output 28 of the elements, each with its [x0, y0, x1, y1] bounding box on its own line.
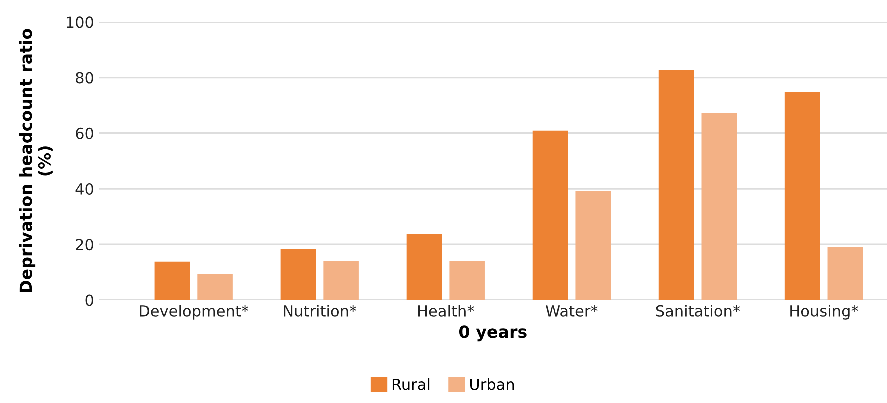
bar — [658, 70, 694, 300]
bar — [154, 262, 190, 300]
bar — [784, 92, 820, 300]
y-tick-label: 80 — [76, 72, 94, 84]
bar — [576, 192, 612, 300]
bar — [198, 274, 233, 300]
bar — [280, 249, 316, 300]
bar — [828, 247, 864, 300]
bar — [406, 234, 442, 300]
x-tick-label: Housing* — [790, 305, 858, 320]
x-tick-label: Development* — [140, 305, 249, 320]
bar — [450, 261, 485, 300]
legend-label: Rural — [392, 378, 430, 390]
y-axis-title: Deprivation headcount ratio (%) — [19, 29, 53, 293]
y-tick-label: 60 — [76, 128, 94, 140]
bar — [532, 130, 568, 300]
bar — [324, 261, 359, 300]
x-tick-label: Sanitation* — [656, 305, 740, 317]
y-tick-label: 0 — [86, 294, 94, 306]
bar — [702, 113, 738, 300]
x-tick-label: Water* — [546, 305, 598, 317]
x-tick-label: Nutrition* — [284, 305, 357, 317]
x-tick-label: Health* — [418, 305, 474, 317]
legend-label: Urban — [470, 378, 514, 390]
y-tick-label: 40 — [76, 183, 94, 196]
x-axis-title: 0 years — [459, 326, 527, 342]
y-tick-label: 20 — [76, 239, 94, 251]
y-tick-label: 100 — [67, 16, 94, 28]
